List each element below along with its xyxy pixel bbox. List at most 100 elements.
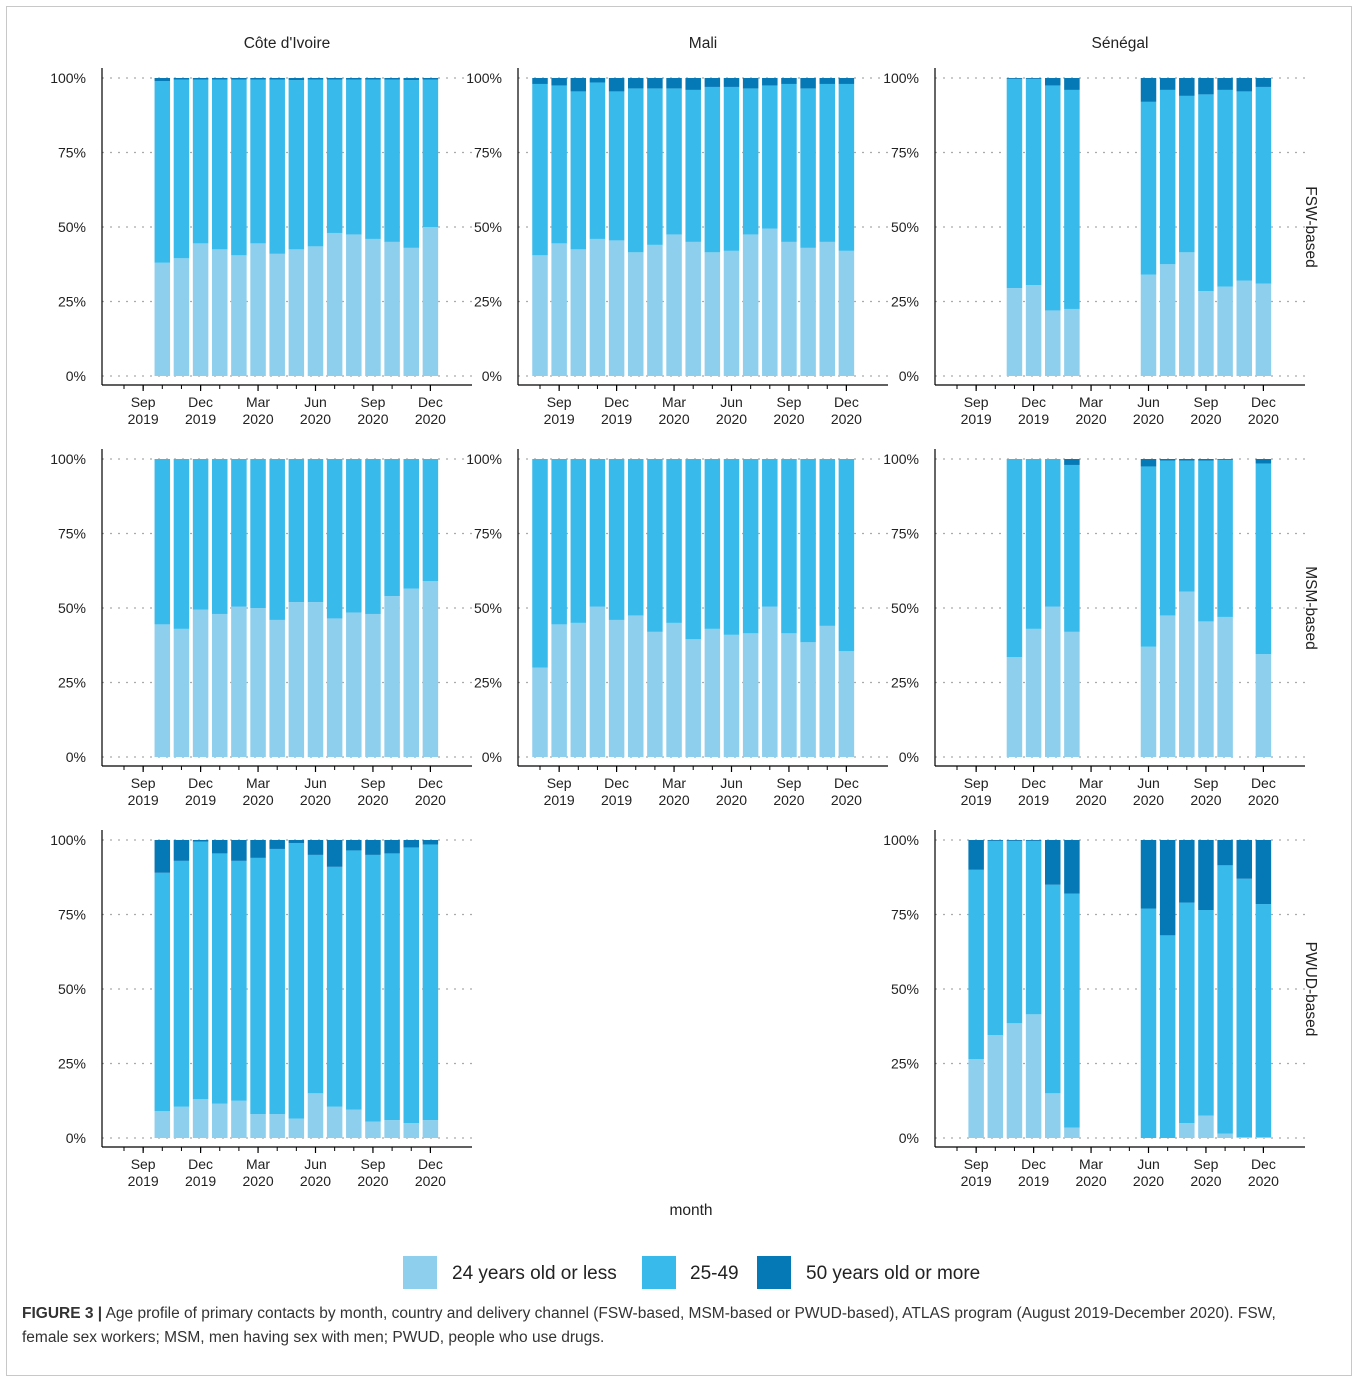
bar-segment-24-or-less [1198,1115,1214,1138]
x-tick-label: 2020 [1133,792,1164,808]
bar-segment-25-49 [365,459,381,614]
bar-segment-25-49 [742,88,759,235]
x-tick-label: Sep [360,775,385,791]
bar-segment-50-or-more [647,78,663,89]
y-tick-label: 50% [58,219,86,235]
y-tick-label: 75% [891,907,919,923]
x-tick-label: Sep [360,1156,385,1172]
bar-segment-24-or-less [403,1123,419,1138]
bar-segment-50-or-more [723,78,740,87]
bar-segment-24-or-less [608,619,625,757]
bar-segment-50-or-more [1045,78,1061,86]
bar-segment-24-or-less [570,622,587,757]
x-tick-label: 2020 [1133,1173,1164,1189]
bar-segment-24-or-less [288,249,305,376]
x-tick-label: 2020 [415,411,446,427]
bar-segment-25-49 [269,79,285,254]
bar-segment-25-49 [1198,94,1214,292]
bar-segment-50-or-more [1140,459,1157,467]
bar-segment-24-or-less [968,1059,984,1138]
bar-segment-50-or-more [403,840,419,848]
bar-segment-25-49 [819,459,835,626]
bar-segment-25-49 [154,80,171,263]
x-tick-label: Jun [720,775,743,791]
bar-segment-25-49 [231,459,247,607]
bar-segment-25-49 [192,841,209,1100]
y-tick-label: 25% [58,675,86,691]
bar-segment-25-49 [346,459,362,613]
x-tick-label: 2019 [128,411,159,427]
x-tick-label: Mar [662,775,686,791]
bar-segment-50-or-more [422,78,439,80]
bar-segment-25-49 [403,459,419,589]
x-tick-label: 2020 [242,411,273,427]
bar-segment-50-or-more [269,840,285,849]
bar-segment-24-or-less [1159,264,1176,376]
bar-segment-50-or-more [1217,78,1233,90]
facet-title-2: Sénégal [1092,35,1149,52]
bar-segment-24-or-less [532,255,548,376]
bar-segment-50-or-more [1255,840,1272,905]
bar-segment-50-or-more [192,840,209,842]
facet-row-label-0: FSW-based [1302,186,1319,268]
x-tick-label: Sep [131,394,156,410]
x-tick-label: Sep [964,1156,989,1172]
bar-segment-25-49 [647,88,663,245]
bar-segment-25-49 [269,459,285,620]
x-tick-label: 2019 [185,411,216,427]
bar-segment-24-or-less [608,240,625,376]
figure-frame [6,6,1352,1376]
bar-segment-24-or-less [1179,1123,1195,1138]
bar-segment-24-or-less [781,241,797,376]
bar-segment-25-49 [326,866,343,1107]
bar-segment-50-or-more [1159,459,1176,461]
x-tick-label: 2020 [242,792,273,808]
bar-segment-24-or-less [346,612,362,757]
x-tick-label: Mar [1079,394,1103,410]
x-tick-label: 2019 [961,1173,992,1189]
legend-label-2: 50 years old or more [806,1263,980,1284]
legend-swatch-0 [403,1256,437,1289]
bar-segment-24-or-less [231,255,247,376]
x-tick-label: 2019 [185,1173,216,1189]
bar-segment-24-or-less [551,243,567,376]
bar-segment-24-or-less [647,244,663,376]
bar-segment-25-49 [781,83,797,242]
bar-segment-25-49 [608,459,625,620]
y-tick-label: 75% [474,145,502,161]
bar-segment-24-or-less [422,1120,439,1138]
bar-segment-24-or-less [403,247,419,376]
bar-segment-50-or-more [231,840,247,861]
bar-segment-50-or-more [1198,78,1214,95]
bar-segment-25-49 [762,85,778,229]
bar-segment-24-or-less [800,642,816,757]
bar-segment-50-or-more [1064,459,1080,465]
bar-segment-25-49 [704,459,721,629]
bar-segment-24-or-less [269,619,285,757]
bar-segment-24-or-less [1179,252,1195,376]
bar-segment-25-49 [1255,904,1272,1138]
legend-swatch-1 [642,1256,676,1289]
bar-segment-25-49 [384,459,400,597]
bar-segment-25-49 [1045,85,1061,311]
y-tick-label: 75% [58,907,86,923]
bar-segment-25-49 [628,88,644,253]
bar-segment-50-or-more [365,840,381,855]
x-tick-label: Dec [1251,775,1276,791]
bar-segment-24-or-less [326,1106,343,1138]
x-tick-label: 2019 [544,411,575,427]
bar-segment-50-or-more [1140,78,1157,102]
y-tick-label: 100% [883,70,919,86]
bar-segment-50-or-more [326,78,343,80]
bar-segment-50-or-more [704,78,721,87]
y-tick-label: 100% [883,832,919,848]
bar-segment-24-or-less [1217,1133,1233,1138]
x-tick-label: 2019 [128,1173,159,1189]
bar-segment-25-49 [1025,459,1042,629]
bar-segment-24-or-less [422,227,439,376]
x-tick-label: Jun [304,394,327,410]
x-tick-label: Dec [604,775,629,791]
bar-segment-24-or-less [685,639,701,757]
bar-segment-24-or-less [1025,1014,1042,1138]
bar-segment-50-or-more [1179,78,1195,96]
